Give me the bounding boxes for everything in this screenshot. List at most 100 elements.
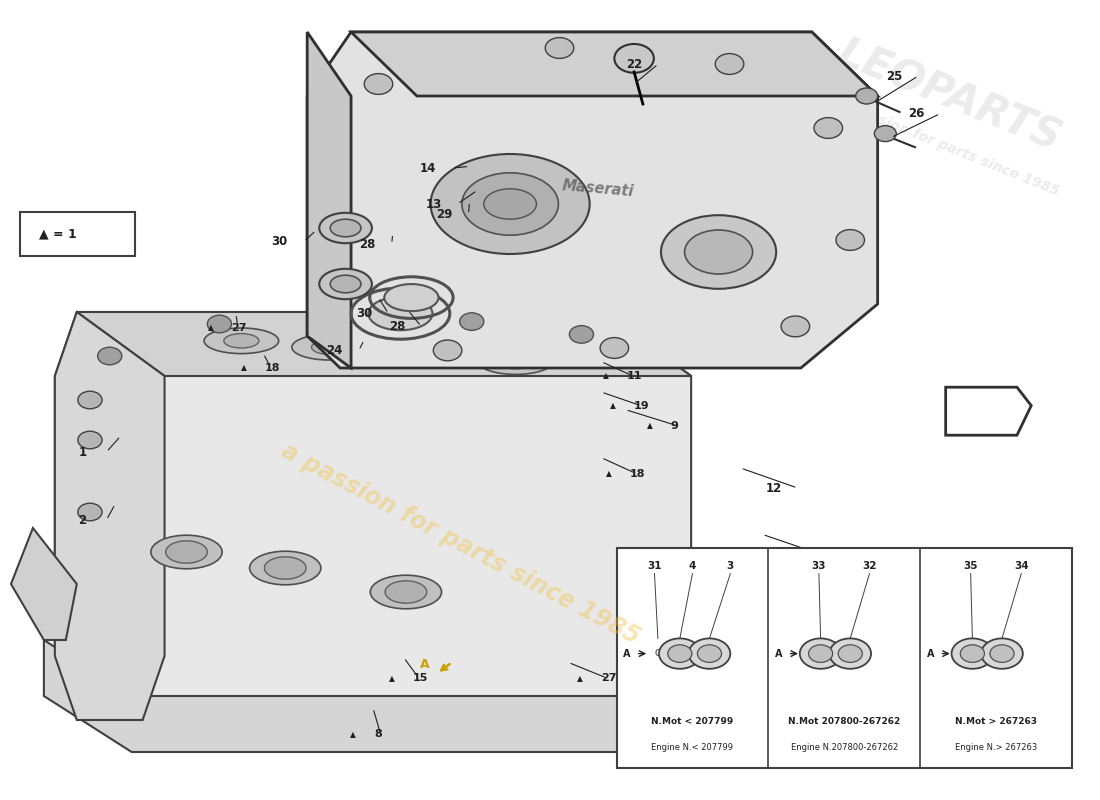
Circle shape [697,645,722,662]
Ellipse shape [250,551,321,585]
Ellipse shape [384,284,439,311]
Text: 15: 15 [412,674,428,683]
Text: 30: 30 [356,307,372,320]
Circle shape [207,315,231,333]
Circle shape [601,338,628,358]
Text: 1: 1 [78,446,86,458]
Circle shape [808,645,833,662]
Text: LEOPARTS: LEOPARTS [830,32,1067,160]
Text: a passion for parts since 1985: a passion for parts since 1985 [277,439,645,649]
Text: 11: 11 [626,371,642,381]
Text: 27: 27 [602,674,617,683]
Circle shape [433,340,462,361]
Text: A: A [927,649,934,658]
Circle shape [800,638,842,669]
Circle shape [874,126,896,142]
Text: ▲: ▲ [208,323,213,333]
Circle shape [838,645,862,662]
Circle shape [659,638,701,669]
Text: 17: 17 [930,583,946,596]
Text: 14: 14 [420,162,436,174]
Polygon shape [351,32,878,96]
Text: 12: 12 [766,482,782,494]
Text: ▲: ▲ [578,674,583,683]
Ellipse shape [330,275,361,293]
Text: N.Mot 207800-267262: N.Mot 207800-267262 [788,717,900,726]
Text: ▲: ▲ [241,363,246,373]
Ellipse shape [430,154,590,254]
Text: ▲: ▲ [610,401,616,410]
Ellipse shape [661,215,777,289]
Text: N.Mot > 267263: N.Mot > 267263 [955,717,1037,726]
Circle shape [364,74,393,94]
Circle shape [781,316,810,337]
Text: 32: 32 [862,561,877,570]
Circle shape [78,431,102,449]
Circle shape [78,391,102,409]
Circle shape [952,638,993,669]
Ellipse shape [292,334,366,360]
Circle shape [78,503,102,521]
Circle shape [317,307,341,325]
Circle shape [668,645,692,662]
Text: N.Mot < 207799: N.Mot < 207799 [651,717,734,726]
Text: 3: 3 [727,561,734,570]
Text: 2: 2 [78,514,86,526]
Text: ▲: ▲ [647,421,652,430]
Circle shape [990,645,1014,662]
Circle shape [460,313,484,330]
Polygon shape [77,312,691,376]
Text: ▲ = 1: ▲ = 1 [40,228,77,241]
Text: ▲: ▲ [603,371,608,381]
Circle shape [814,118,843,138]
Polygon shape [44,640,702,752]
Ellipse shape [484,189,537,219]
Text: Engine N.207800-267262: Engine N.207800-267262 [791,743,898,753]
Text: A: A [624,649,631,658]
Text: 33: 33 [812,561,826,570]
Ellipse shape [319,213,372,243]
Text: 21: 21 [918,615,935,628]
Ellipse shape [478,349,553,374]
Circle shape [615,44,653,73]
Text: 30: 30 [272,235,288,248]
Text: 13: 13 [864,606,880,618]
Ellipse shape [498,354,534,369]
Ellipse shape [264,557,306,579]
Text: 18: 18 [264,363,279,373]
Text: 19: 19 [634,401,650,410]
Ellipse shape [399,346,435,361]
Text: 26: 26 [908,107,924,120]
Polygon shape [946,387,1031,435]
Circle shape [836,230,865,250]
Polygon shape [55,312,165,720]
Polygon shape [307,32,351,368]
Ellipse shape [319,269,372,299]
Circle shape [546,38,574,58]
Circle shape [960,645,984,662]
Text: 29: 29 [436,208,452,221]
Circle shape [981,638,1023,669]
Polygon shape [307,32,878,368]
Text: 34: 34 [1014,561,1028,570]
Text: 8: 8 [374,730,382,739]
Text: 18: 18 [629,469,646,478]
Circle shape [856,88,878,104]
Text: 27: 27 [231,323,248,333]
Bar [616,548,1071,768]
Circle shape [829,638,871,669]
Text: Engine N.> 267263: Engine N.> 267263 [955,743,1037,753]
Text: 35: 35 [964,561,978,570]
Text: 28: 28 [360,238,376,250]
Text: a passion for parts since 1985: a passion for parts since 1985 [837,98,1062,198]
Text: Maserati: Maserati [561,178,635,199]
Polygon shape [55,312,691,720]
Text: 31: 31 [647,561,662,570]
Ellipse shape [330,219,361,237]
Ellipse shape [379,341,454,366]
Text: A: A [776,649,783,658]
Text: 22: 22 [626,58,642,70]
Bar [20,212,135,256]
Ellipse shape [166,541,207,563]
Ellipse shape [223,334,258,348]
